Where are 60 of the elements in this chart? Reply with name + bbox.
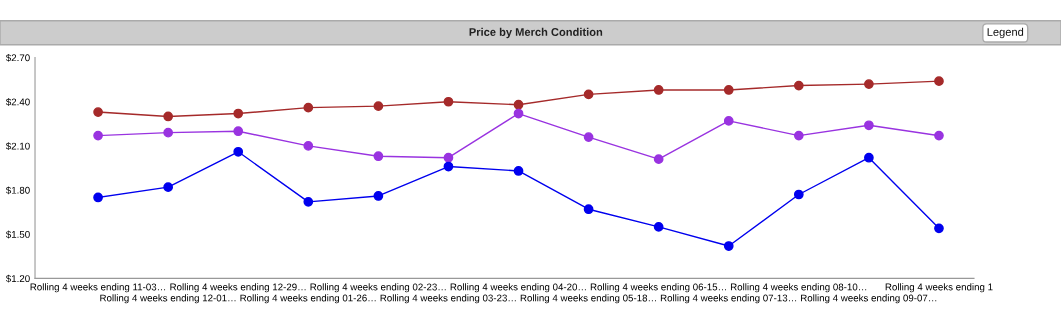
x-tick-label: Rolling 4 weeks ending 03-23… xyxy=(380,294,516,304)
x-tick-label: Rolling 4 weeks ending 02-23… xyxy=(310,283,446,293)
x-tick-label: Rolling 4 weeks ending 06-15… xyxy=(590,283,726,293)
point xyxy=(934,76,944,87)
point xyxy=(163,182,174,192)
y-tick-label: $2.40 xyxy=(5,98,30,106)
point xyxy=(653,154,664,165)
x-tick-label: Rolling 4 weeks ending 1 xyxy=(885,283,993,293)
point xyxy=(233,126,244,137)
x-tick-label: Rolling 4 weeks ending 12-01… xyxy=(100,294,236,304)
point xyxy=(233,146,244,157)
point xyxy=(443,96,454,107)
point xyxy=(443,152,454,163)
y-tick-label: $1.80 xyxy=(5,186,30,195)
x-tick-label: Rolling 4 weeks ending 05-18… xyxy=(520,294,656,304)
x-tick-label: Rolling 4 weeks ending 07-13… xyxy=(660,294,797,304)
point xyxy=(93,130,103,141)
y-tick-label: $1.20 xyxy=(5,274,30,283)
y-tick-label: $2.70 xyxy=(5,53,30,62)
y-tick-label: $2.10 xyxy=(5,142,30,151)
chart-title: Price by Merch Condition xyxy=(469,27,603,39)
point xyxy=(513,166,524,176)
point xyxy=(233,108,244,119)
point xyxy=(513,99,524,110)
point xyxy=(373,101,384,112)
point xyxy=(513,108,524,119)
point xyxy=(303,141,314,151)
point xyxy=(793,189,804,200)
point xyxy=(93,107,103,117)
point xyxy=(583,204,594,215)
point xyxy=(864,120,874,131)
point xyxy=(793,130,804,141)
point xyxy=(653,85,664,95)
point xyxy=(864,152,874,163)
point xyxy=(723,116,734,126)
point xyxy=(723,85,734,95)
point xyxy=(303,196,314,207)
point xyxy=(864,79,874,89)
x-tick-label: Rolling 4 weeks ending 12-29… xyxy=(170,283,306,293)
point xyxy=(373,191,384,201)
x-tick-label: Rolling 4 weeks ending 01-26… xyxy=(240,294,376,304)
point xyxy=(793,80,804,91)
point xyxy=(303,102,314,113)
point xyxy=(163,111,174,122)
point xyxy=(373,151,384,162)
x-tick-label: Rolling 4 weeks ending 11-03… xyxy=(30,283,166,293)
point xyxy=(653,222,664,232)
point xyxy=(163,127,174,138)
point xyxy=(934,130,944,141)
point xyxy=(583,89,594,100)
text: Legend xyxy=(987,27,1024,39)
x-tick-label: Rolling 4 weeks ending 04-20… xyxy=(450,283,586,293)
x-tick-label: Rolling 4 weeks ending 08-10… xyxy=(730,283,867,293)
x-tick-label: Rolling 4 weeks ending 09-07… xyxy=(801,294,937,304)
point xyxy=(723,241,734,251)
point xyxy=(583,132,594,142)
point xyxy=(934,223,944,234)
y-tick-label: $1.50 xyxy=(5,230,30,239)
point xyxy=(443,161,454,172)
point xyxy=(93,192,103,203)
